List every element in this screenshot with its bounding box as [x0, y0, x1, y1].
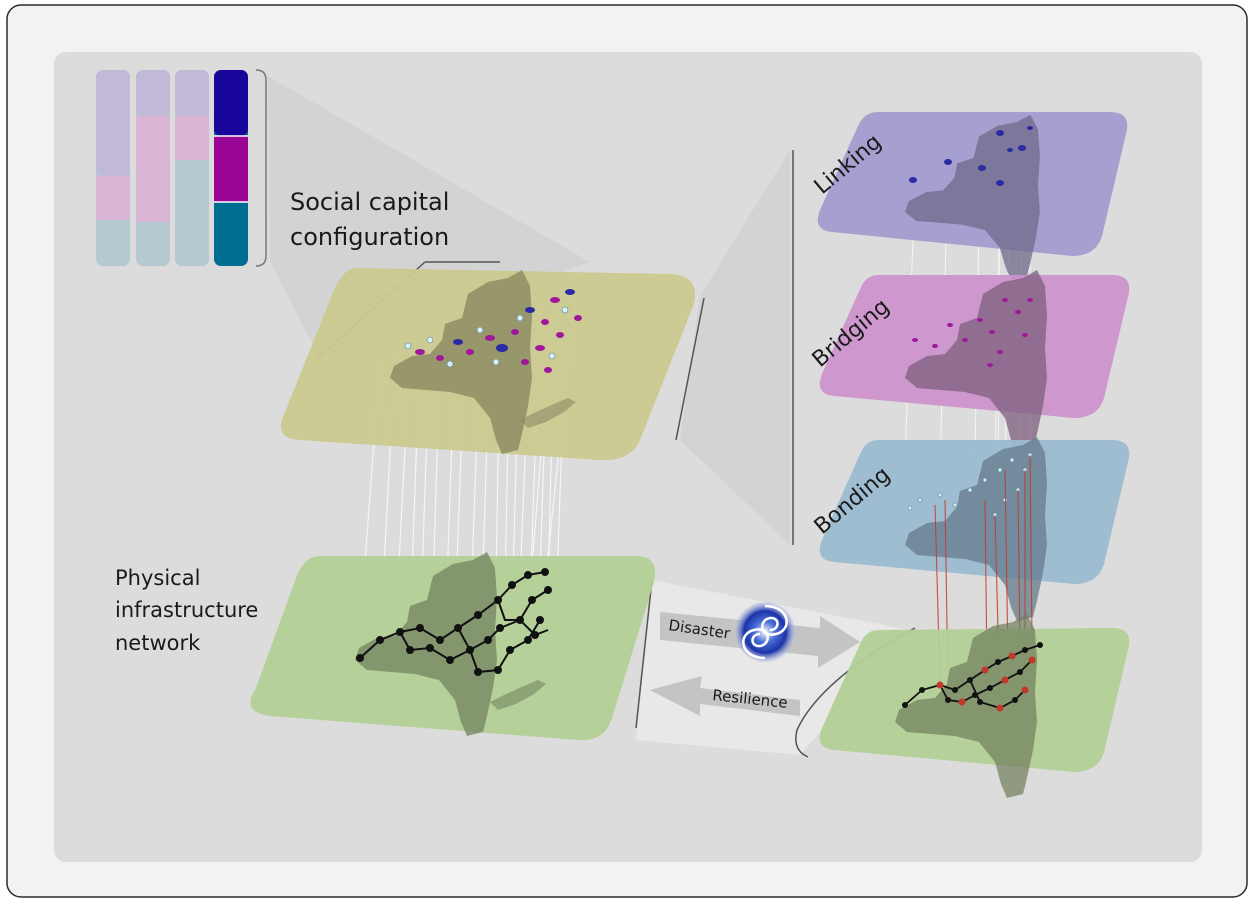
bracket-layers-left: [675, 297, 705, 441]
arrow-left-icon: [650, 676, 800, 716]
social-capital-bars: [96, 69, 267, 267]
physical-network: [356, 568, 552, 676]
bar-4-highlight: [214, 70, 248, 266]
bridging-nodes: [912, 298, 1033, 367]
bar-2: [136, 70, 170, 266]
linking-nodes: [909, 126, 1033, 186]
label-social-capital-line1: Social capital: [290, 188, 449, 216]
hurricane-icon: [735, 602, 795, 662]
bar-3: [175, 70, 209, 266]
bar-bracket: [255, 69, 267, 267]
zoom-wedge-layers: [680, 150, 790, 545]
damaged-nodes: [902, 642, 1043, 712]
label-social-capital-line2: configuration: [290, 223, 449, 251]
label-physical-line2: infrastructure: [115, 598, 258, 622]
label-physical-line1: Physical: [115, 566, 200, 590]
social-nodes: [404, 289, 582, 373]
bracket-disaster-left: [635, 579, 653, 729]
bar-1: [96, 70, 130, 266]
label-physical-line3: network: [115, 631, 201, 655]
